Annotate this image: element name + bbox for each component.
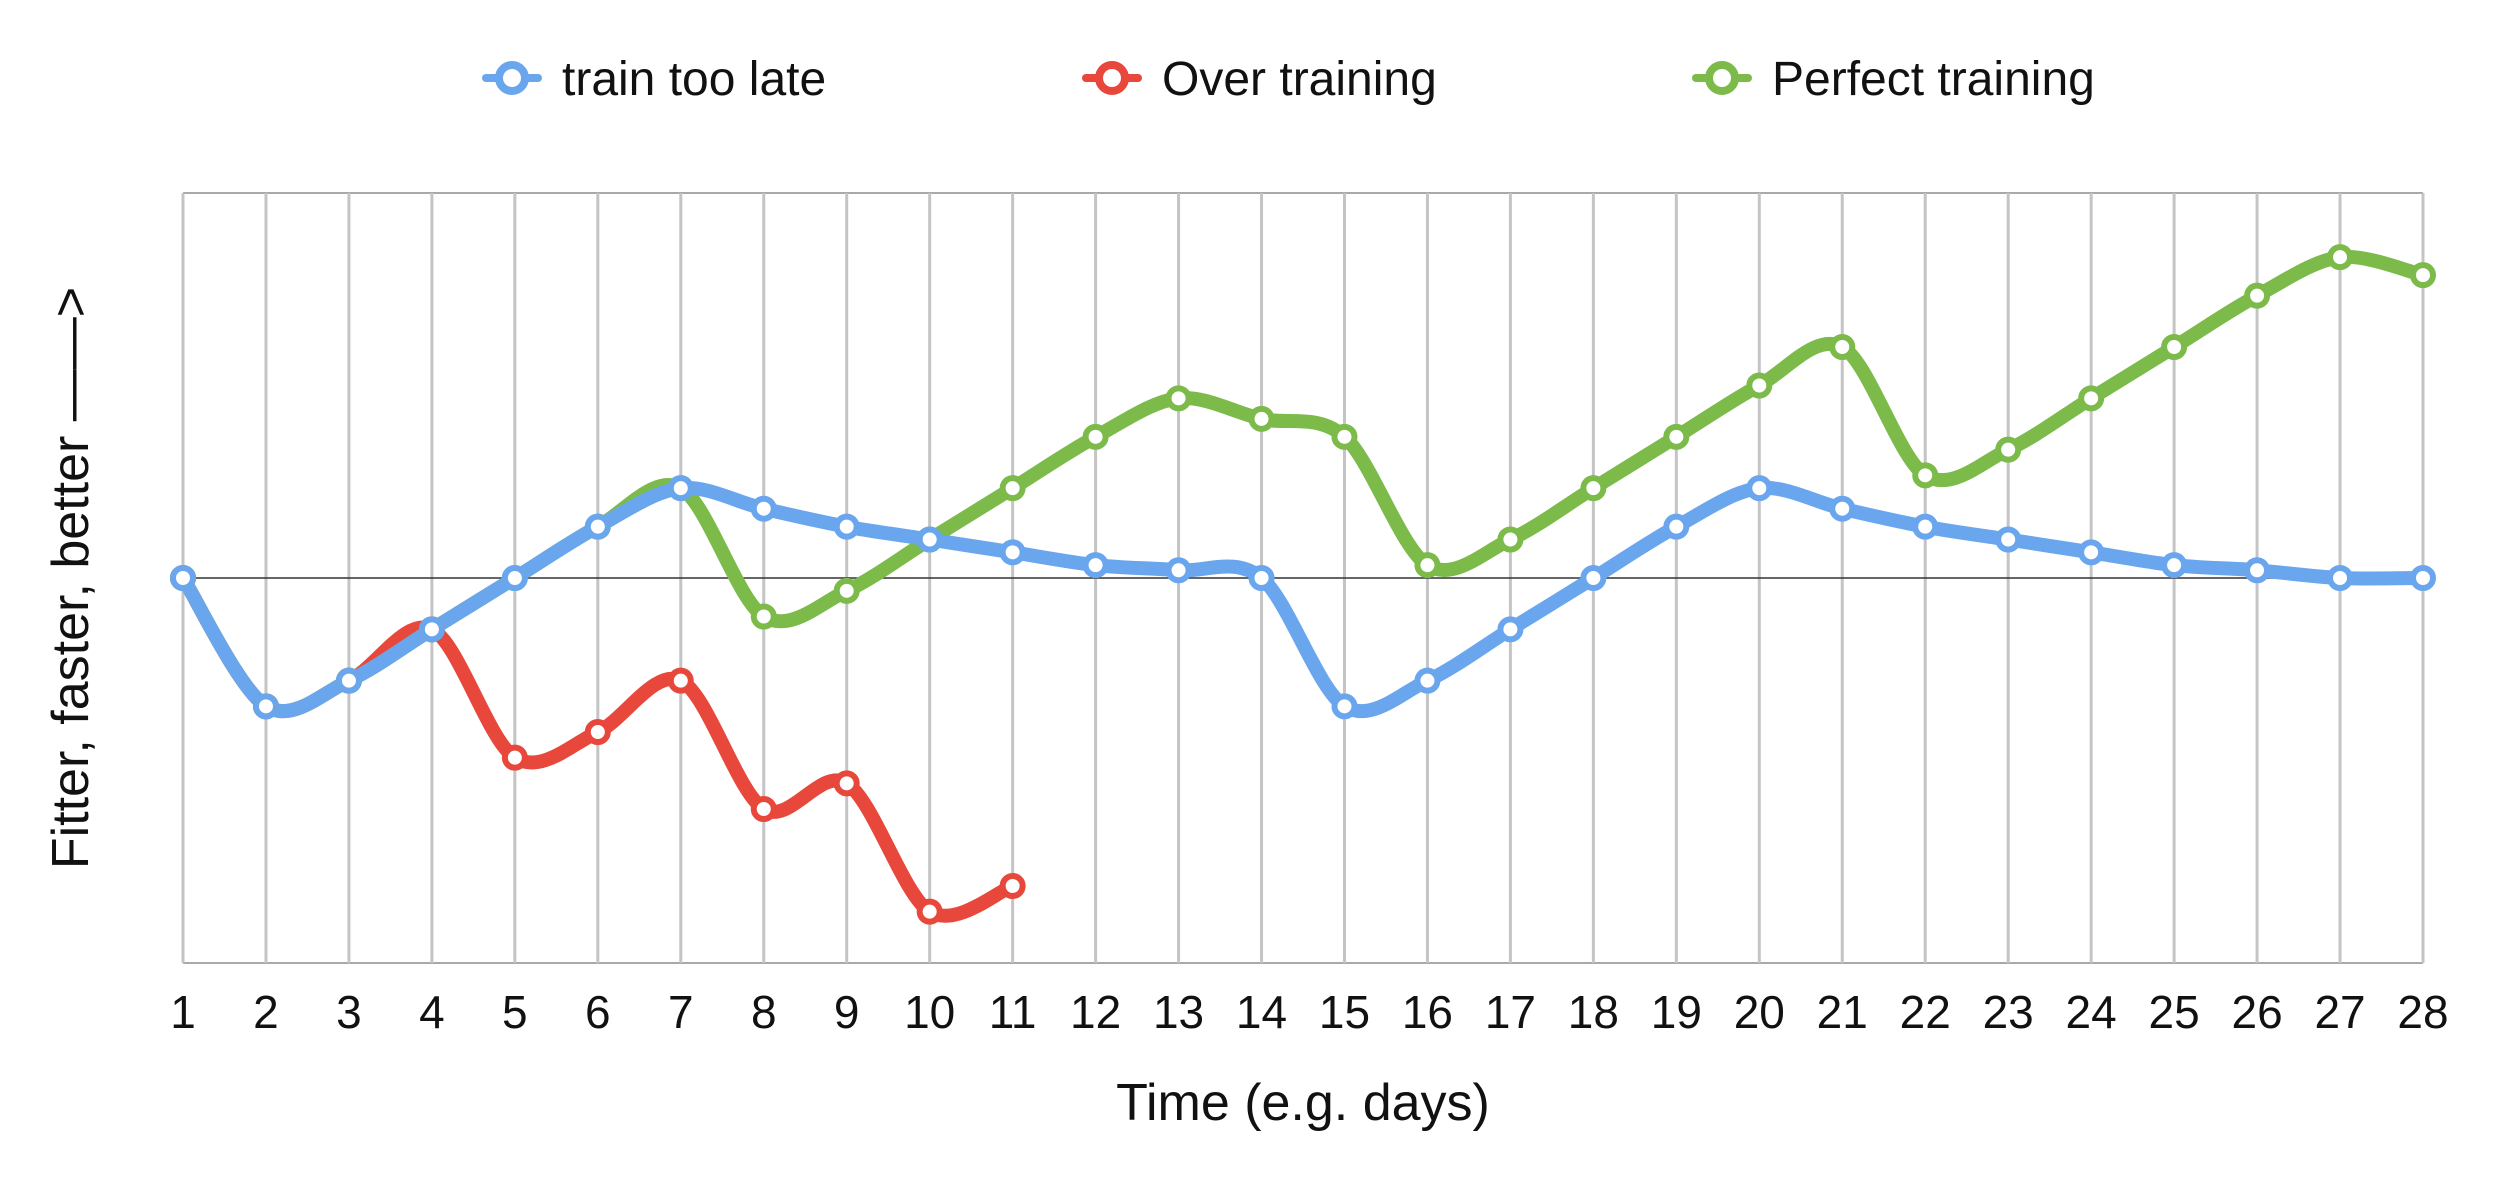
x-tick-label: 20 <box>1734 986 1785 1038</box>
x-tick-label: 9 <box>834 986 860 1038</box>
x-tick-label: 4 <box>419 986 445 1038</box>
x-tick-label: 28 <box>2397 986 2448 1038</box>
data-point-perfect-training <box>1995 436 2022 463</box>
data-point-train-too-late <box>2410 565 2436 591</box>
data-point-train-too-late <box>2161 552 2188 579</box>
legend-item-over-training: Over training <box>1082 53 1437 106</box>
data-point-train-too-late <box>1663 513 1690 540</box>
y-axis-title: Fitter, faster, better ——> <box>42 287 100 869</box>
data-point-train-too-late <box>501 565 528 591</box>
data-point-perfect-training <box>2078 385 2105 412</box>
x-tick-label: 5 <box>502 986 528 1038</box>
data-point-train-too-late <box>252 693 279 720</box>
legend-label: train too late <box>562 53 826 106</box>
legend: train too late Over training Perfect train… <box>482 53 2095 106</box>
x-tick-label: 15 <box>1319 986 1370 1038</box>
data-point-train-too-late <box>1497 616 1524 643</box>
data-point-over-training <box>750 796 777 822</box>
x-tick-label: 23 <box>1983 986 2034 1038</box>
x-tick-label: 16 <box>1402 986 1453 1038</box>
data-point-perfect-training <box>750 603 777 630</box>
x-tick-label: 21 <box>1817 986 1868 1038</box>
series-line-train-too-late <box>176 480 2430 719</box>
x-tick-label: 6 <box>585 986 611 1038</box>
data-point-train-too-late <box>1165 557 1192 584</box>
data-point-train-too-late <box>1414 667 1441 694</box>
data-point-train-too-late <box>667 475 694 502</box>
data-point-perfect-training <box>2327 244 2354 271</box>
x-tick-label: 27 <box>2314 986 2365 1038</box>
data-point-over-training <box>833 770 860 797</box>
x-tick-label: 26 <box>2231 986 2282 1038</box>
data-point-over-training <box>501 744 528 771</box>
data-point-perfect-training <box>1331 423 1358 450</box>
data-point-perfect-training <box>1165 385 1192 412</box>
x-tick-label: 12 <box>1070 986 1121 1038</box>
data-point-perfect-training <box>1082 423 1109 450</box>
x-tick-label: 1 <box>170 986 196 1038</box>
data-point-perfect-training <box>1497 526 1524 553</box>
data-point-train-too-late <box>1580 565 1607 591</box>
data-point-over-training <box>916 898 943 925</box>
data-point-over-training <box>667 667 694 694</box>
series-markers <box>170 244 2436 925</box>
x-tick-label: 14 <box>1236 986 1287 1038</box>
x-tick-label: 8 <box>751 986 777 1038</box>
data-point-train-too-late <box>1248 565 1275 591</box>
data-point-train-too-late <box>170 565 196 591</box>
legend-marker <box>1705 61 1739 95</box>
data-point-train-too-late <box>2327 565 2354 591</box>
data-point-train-too-late <box>2244 557 2271 584</box>
data-point-train-too-late <box>833 513 860 540</box>
data-point-train-too-late <box>335 667 362 694</box>
data-point-train-too-late <box>1746 475 1773 502</box>
legend-label: Over training <box>1162 53 1437 106</box>
data-point-perfect-training <box>1829 334 1856 360</box>
data-point-train-too-late <box>916 526 943 553</box>
data-point-perfect-training <box>1746 372 1773 399</box>
data-point-train-too-late <box>750 495 777 522</box>
data-point-perfect-training <box>2244 282 2271 309</box>
data-point-perfect-training <box>1580 475 1607 502</box>
data-point-train-too-late <box>999 539 1026 566</box>
data-point-train-too-late <box>1829 495 1856 522</box>
data-point-train-too-late <box>1995 526 2022 553</box>
x-tick-label: 22 <box>1900 986 1951 1038</box>
data-point-perfect-training <box>1912 462 1939 489</box>
data-point-train-too-late <box>418 616 445 643</box>
data-point-perfect-training <box>1414 552 1441 579</box>
x-tick-label: 2 <box>253 986 279 1038</box>
data-point-train-too-late <box>1082 552 1109 579</box>
data-point-perfect-training <box>1663 423 1690 450</box>
data-point-perfect-training <box>999 475 1026 502</box>
legend-item-perfect-training: Perfect training <box>1692 53 2095 106</box>
data-point-over-training <box>584 719 611 745</box>
legend-item-train-too-late: train too late <box>482 53 826 106</box>
data-point-perfect-training <box>2161 334 2188 360</box>
x-tick-label: 11 <box>989 986 1037 1038</box>
data-point-train-too-late <box>1912 513 1939 540</box>
x-tick-label: 17 <box>1485 986 1536 1038</box>
data-point-train-too-late <box>584 513 611 540</box>
x-axis-ticks: 1 2 3 4 5 6 7 8 9 10 11 12 13 14 15 16 17 18 19 20 21 22 23 24 2… <box>170 986 2448 1038</box>
legend-label: Perfect training <box>1772 53 2095 106</box>
legend-marker <box>495 61 529 95</box>
x-tick-label: 7 <box>668 986 694 1038</box>
data-point-over-training <box>999 873 1026 899</box>
x-tick-label: 19 <box>1651 986 1702 1038</box>
x-axis-title: Time (e.g. days) <box>1116 1074 1490 1132</box>
legend-marker <box>1095 61 1129 95</box>
x-tick-label: 25 <box>2149 986 2200 1038</box>
data-point-train-too-late <box>1331 693 1358 720</box>
x-tick-label: 24 <box>2066 986 2117 1038</box>
data-point-perfect-training <box>2410 262 2436 289</box>
x-tick-label: 13 <box>1153 986 1204 1038</box>
x-tick-label: 10 <box>904 986 955 1038</box>
x-tick-label: 18 <box>1568 986 1619 1038</box>
data-point-perfect-training <box>833 577 860 604</box>
x-tick-label: 3 <box>336 986 362 1038</box>
data-point-train-too-late <box>2078 539 2105 566</box>
data-point-perfect-training <box>1248 405 1275 432</box>
